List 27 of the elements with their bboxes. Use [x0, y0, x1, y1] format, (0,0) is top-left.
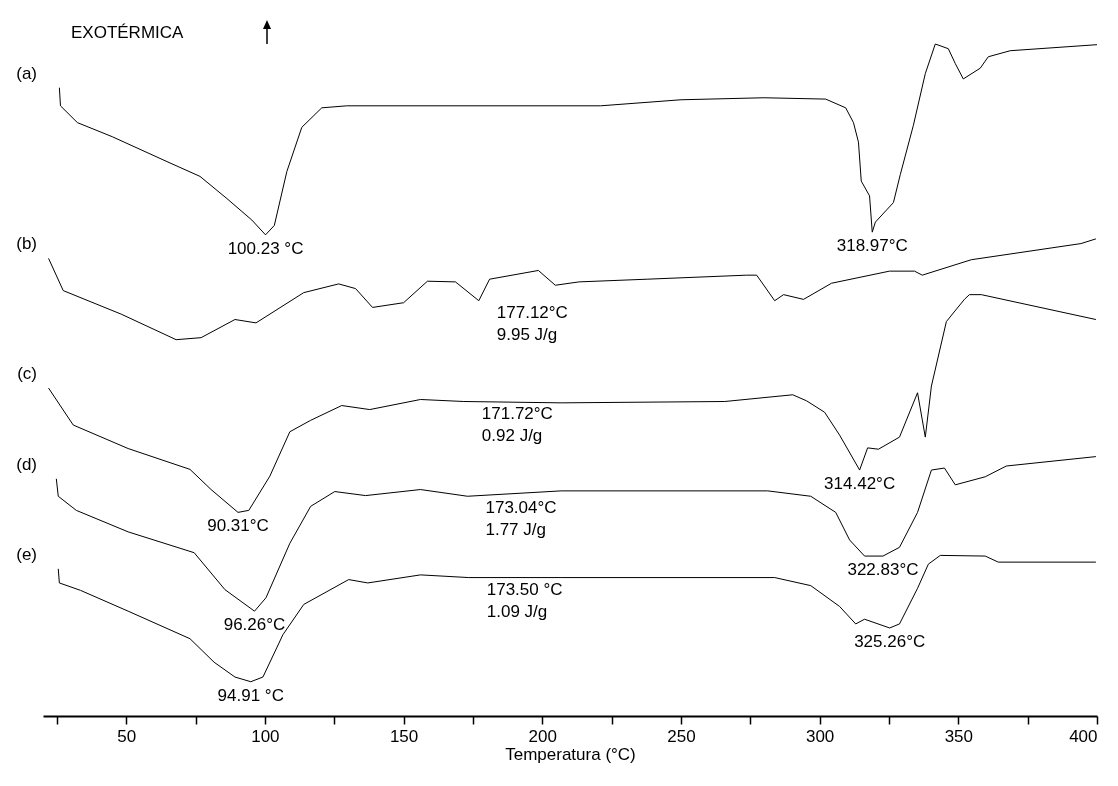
x-tick-label: 50 [117, 726, 137, 746]
series-label: (b) [16, 234, 37, 254]
annotation: 94.91 °C [217, 685, 284, 705]
annotation: 318.97°C [836, 236, 908, 256]
annotation: 322.83°C [847, 560, 919, 580]
x-axis-title: Temperatura (°C) [505, 744, 636, 764]
series-label: (c) [17, 364, 37, 384]
annotation: 171.72°C 0.92 J/g [481, 403, 553, 445]
x-tick-label: 100 [251, 726, 280, 746]
annotation: 173.04°C 1.77 J/g [485, 498, 557, 540]
series-label: (a) [16, 63, 37, 83]
x-tick-label: 300 [805, 726, 835, 746]
annotation: 100.23 °C [227, 238, 304, 258]
annotation: 325.26°C [854, 631, 926, 651]
chart-title: EXOTÉRMICA [71, 22, 185, 42]
series-label: (e) [16, 544, 37, 564]
annotation: 177.12°C 9.95 J/g [496, 302, 568, 344]
x-tick-label: 250 [667, 726, 696, 746]
x-tick-label: 350 [944, 726, 973, 746]
annotation: 96.26°C [223, 615, 286, 635]
annotation: 314.42°C [824, 474, 896, 494]
series-label: (d) [16, 454, 37, 474]
x-tick-label: 400 [1069, 726, 1098, 746]
x-tick-label: 150 [389, 726, 419, 746]
x-tick-label: 200 [528, 726, 557, 746]
annotation: 173.50 °C 1.09 J/g [486, 579, 563, 621]
annotation: 90.31°C [207, 516, 269, 536]
